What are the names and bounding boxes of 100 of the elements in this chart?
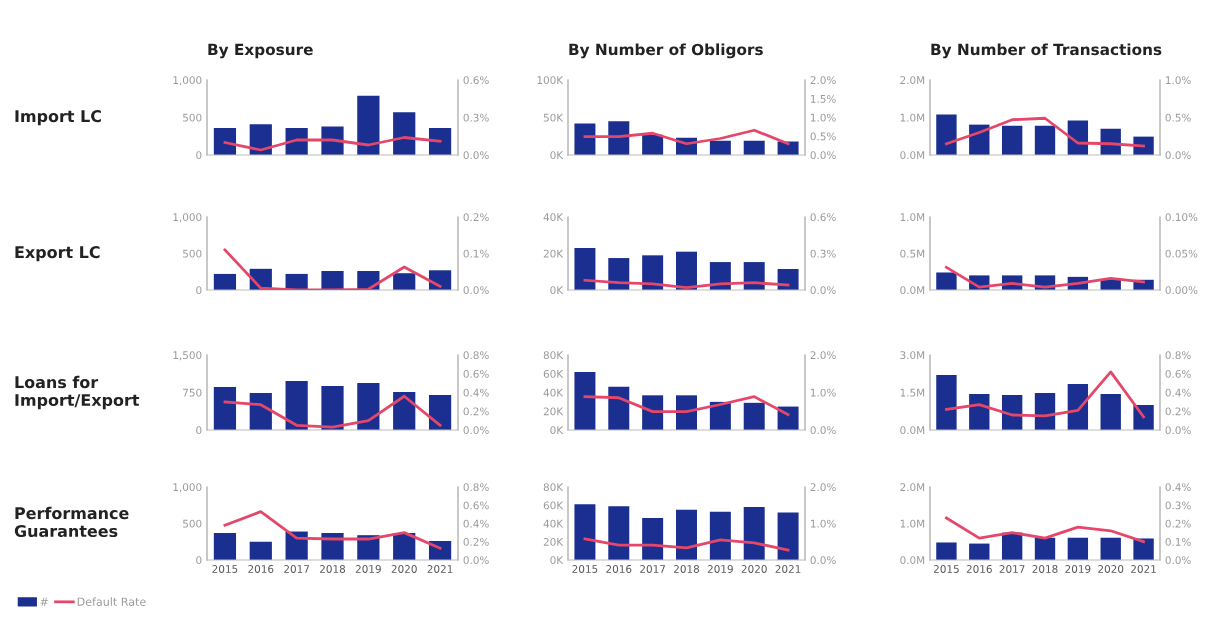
bar	[1034, 537, 1056, 560]
bar	[213, 387, 237, 430]
bar	[969, 543, 990, 560]
x-tick-label: 2015	[212, 565, 238, 573]
line-series	[583, 278, 790, 289]
line-series	[583, 537, 790, 552]
y-tick-label: 100K	[537, 76, 564, 85]
y2-tick-label: 2.0%	[810, 483, 836, 492]
y-tick-label: 0	[196, 151, 202, 160]
y-tick-label: 0.0M	[900, 556, 925, 565]
y2-tick-label: 0.1%	[1165, 537, 1191, 546]
y2-tick-label: 1.0%	[1166, 76, 1191, 85]
line-series	[945, 116, 1145, 148]
bar	[1100, 394, 1121, 430]
bar	[608, 506, 630, 560]
y2-tick-label: 0.4%	[1165, 483, 1191, 492]
bar	[1067, 537, 1089, 560]
bar	[743, 507, 765, 560]
x-tick-label: 2018	[320, 565, 346, 573]
bar	[357, 383, 380, 430]
y2-tick-label: 1.0%	[811, 113, 836, 122]
y-tick-label: 1,500	[173, 351, 202, 361]
y-tick-label: 0	[196, 286, 202, 295]
chart-title: By Number of Obligors	[569, 43, 763, 59]
y-tick-label: 50K	[543, 113, 564, 122]
bar	[642, 134, 664, 155]
bar	[709, 140, 731, 155]
bar	[936, 542, 957, 560]
y2-tick-label: 0.8%	[1165, 351, 1191, 360]
line-series	[945, 265, 1145, 289]
line-series	[945, 370, 1145, 419]
y-axis-title: Export LC	[15, 246, 100, 262]
y2-tick-label: 0.0%	[1165, 556, 1191, 565]
y2-tick-label: 0.5%	[810, 132, 836, 141]
bar	[936, 375, 957, 430]
y-tick-label: 0K	[550, 426, 564, 435]
y-tick-label: 1,000	[173, 213, 202, 223]
y-tick-label: 2.0M	[900, 76, 925, 85]
y2-tick-label: 0.8%	[463, 351, 489, 360]
x-tick-label: 2016	[606, 565, 632, 573]
bar	[428, 395, 452, 430]
bar	[642, 255, 664, 290]
y2-tick-label: 0.0%	[810, 151, 836, 160]
y-axis-title: Import LC	[15, 110, 101, 126]
bar	[936, 114, 957, 155]
x-tick-label: 2020	[1098, 565, 1124, 573]
x-tick-label: 2019	[707, 565, 733, 573]
y-tick-label: 0.5M	[900, 249, 925, 258]
y-tick-label: 20K	[543, 537, 564, 546]
line-series	[945, 516, 1145, 544]
y-axis-title: Loans for Import/Export	[15, 375, 140, 410]
y-tick-label: 1.0M	[900, 519, 925, 528]
y2-tick-label: 0.6%	[463, 369, 489, 378]
y-tick-label: 60K	[543, 369, 564, 378]
y-tick-label: 2.0M	[900, 483, 925, 492]
x-tick-label: 2020	[391, 565, 417, 573]
y2-tick-label: 0.3%	[463, 113, 489, 122]
y2-tick-label: 0.1%	[463, 249, 489, 258]
y-tick-label: 1.0M	[900, 213, 925, 222]
bar	[676, 509, 697, 560]
y-tick-label: 500	[183, 113, 202, 122]
y2-tick-label: 1.5%	[811, 94, 836, 103]
bar	[936, 272, 957, 290]
y-tick-label: 500	[183, 249, 202, 258]
y-tick-label: 0	[196, 426, 202, 435]
bar	[428, 128, 452, 155]
y2-tick-label: 0.4%	[463, 519, 489, 528]
y2-tick-label: 0.0%	[463, 556, 489, 565]
bar	[574, 248, 596, 290]
bar	[1133, 538, 1154, 560]
y2-tick-label: 0.0%	[810, 286, 836, 295]
y-tick-label: 750	[183, 388, 202, 397]
y2-tick-label: 0.6%	[463, 501, 489, 510]
y2-tick-label: 0.2%	[463, 537, 489, 546]
x-tick-label: 2021	[775, 565, 801, 573]
legend-label: #	[40, 597, 49, 606]
y2-tick-label: 0.6%	[1165, 369, 1191, 378]
chart-title: By Number of Transactions	[931, 43, 1162, 59]
y-tick-label: 0.0M	[900, 426, 925, 435]
y2-tick-label: 0.6%	[810, 213, 836, 222]
x-tick-label: 2017	[999, 565, 1025, 573]
x-tick-label: 2017	[640, 565, 666, 573]
bar	[608, 386, 630, 430]
y2-tick-label: 0.10%	[1165, 213, 1198, 222]
y-tick-label: 80K	[543, 483, 564, 492]
y2-tick-label: 0.2%	[1165, 519, 1191, 528]
bar	[285, 381, 308, 430]
y2-tick-label: 1.0%	[811, 519, 836, 528]
y-tick-label: 1.5M	[900, 388, 925, 397]
x-tick-label: 2016	[966, 565, 992, 573]
bar	[743, 140, 765, 155]
y2-tick-label: 0.0%	[1165, 151, 1191, 160]
bar	[743, 402, 765, 430]
y2-tick-label: 0.5%	[1165, 113, 1191, 122]
y2-tick-label: 0.3%	[1165, 501, 1191, 510]
y2-tick-label: 0.2%	[463, 213, 489, 222]
x-tick-label: 2021	[427, 565, 453, 573]
y-tick-label: 0K	[550, 151, 564, 160]
line-series	[583, 128, 790, 146]
y2-tick-label: 0.0%	[810, 426, 836, 435]
